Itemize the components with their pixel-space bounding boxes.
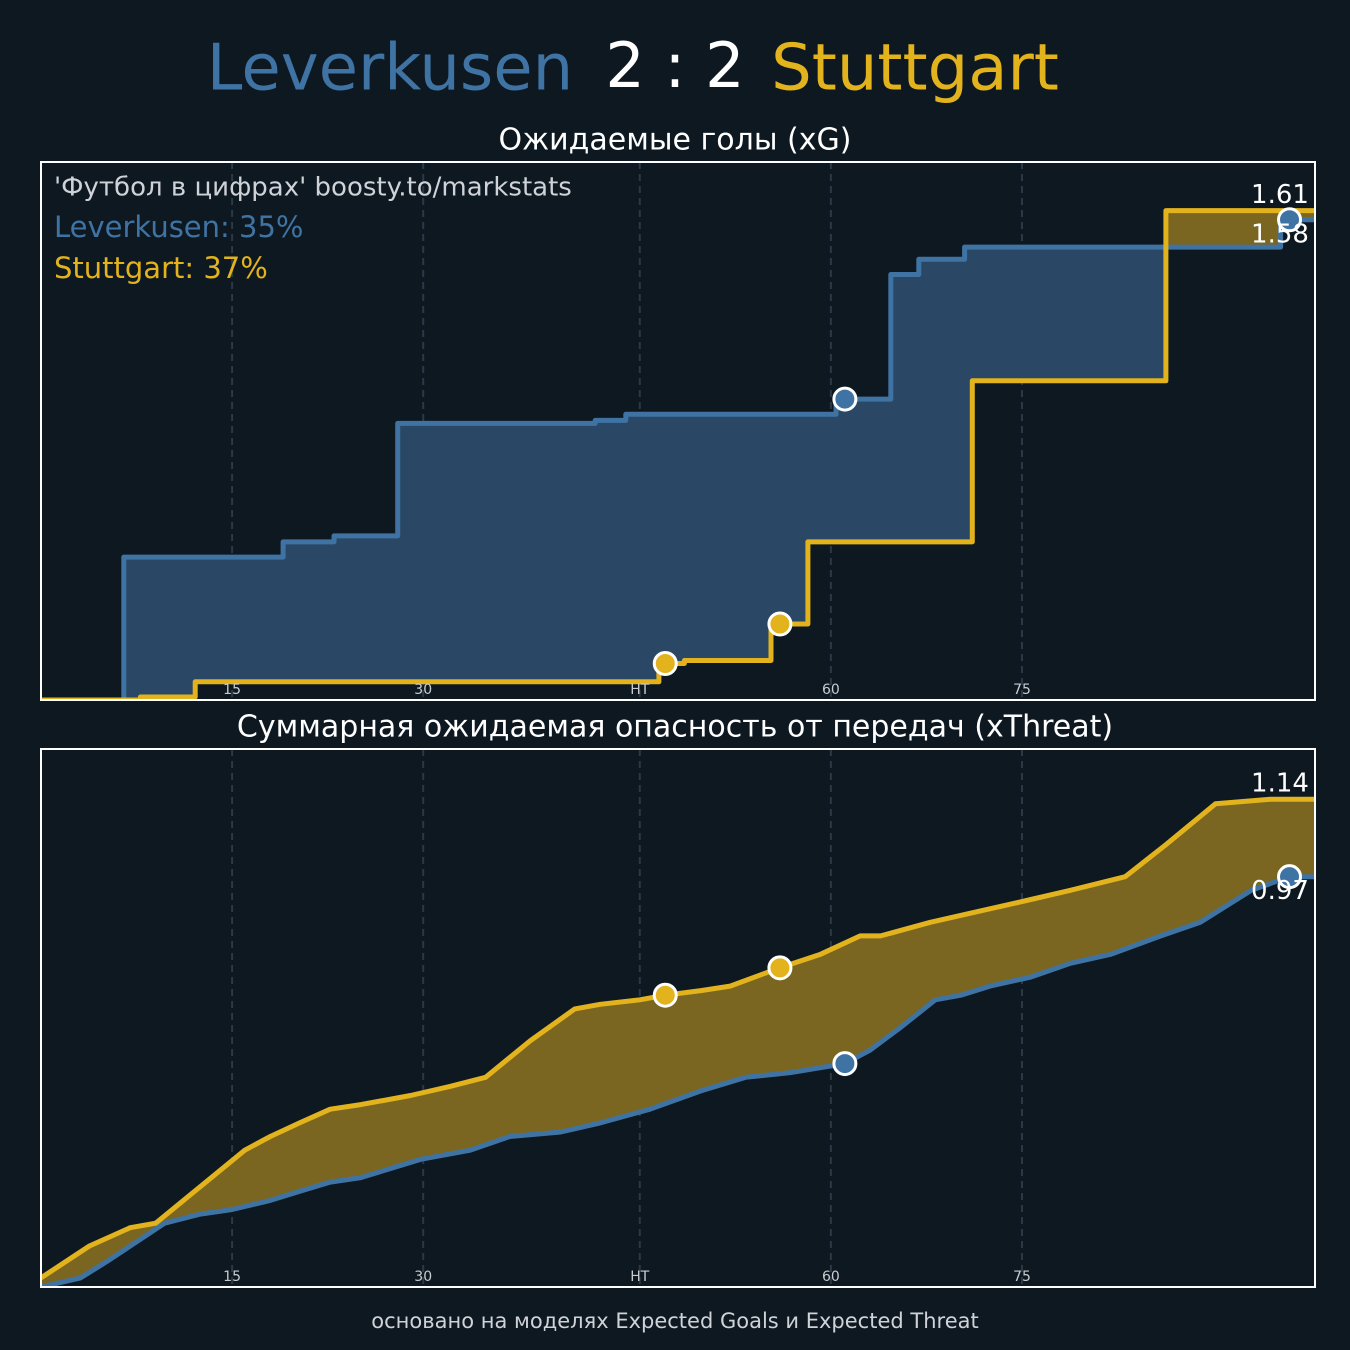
goal-marker [832, 1051, 858, 1077]
line [41, 217, 1315, 700]
end-value-label: 1.14 [1251, 769, 1309, 799]
line [41, 208, 1315, 700]
annotation: Stuttgart: 37% [54, 251, 268, 285]
away-team: Stuttgart [771, 32, 1059, 106]
x-tick-label: 60 [822, 682, 840, 698]
x-tick-label: HT [630, 682, 650, 698]
line [41, 874, 1315, 1287]
x-tick-label: 75 [1013, 1269, 1031, 1285]
x-tick-label: 30 [414, 1269, 432, 1285]
goal-marker [767, 955, 793, 981]
panel-title: Ожидаемые голы (xG) [499, 123, 852, 158]
x-tick-label: 30 [414, 682, 432, 698]
x-tick-label: 60 [822, 1269, 840, 1285]
plot-frame [40, 748, 1316, 1288]
goal-marker [832, 386, 858, 412]
end-value-label: 1.61 [1251, 180, 1309, 210]
x-tick-label: 75 [1013, 682, 1031, 698]
panel-title: Суммарная ожидаемая опасность от передач… [237, 710, 1113, 745]
annotation: 'Футбол в цифрах' boosty.to/markstats [54, 173, 572, 203]
x-tick-label: HT [630, 1269, 650, 1285]
footer: основано на моделях Expected Goals и Exp… [371, 1309, 978, 1333]
score: 2 : 2 [605, 29, 744, 102]
plot-frame [40, 161, 1316, 701]
end-value-label: 1.58 [1251, 219, 1309, 249]
goal-marker [652, 982, 678, 1008]
goal-marker [767, 611, 793, 637]
goal-marker [1277, 864, 1303, 890]
x-tick-label: 15 [223, 1269, 241, 1285]
x-tick-label: 15 [223, 682, 241, 698]
end-value-label: 0.97 [1251, 876, 1309, 906]
goal-marker [652, 651, 678, 677]
annotation: Leverkusen: 35% [54, 210, 303, 244]
line [41, 796, 1315, 1280]
home-team: Leverkusen [207, 32, 573, 106]
goal-marker [1277, 207, 1303, 233]
